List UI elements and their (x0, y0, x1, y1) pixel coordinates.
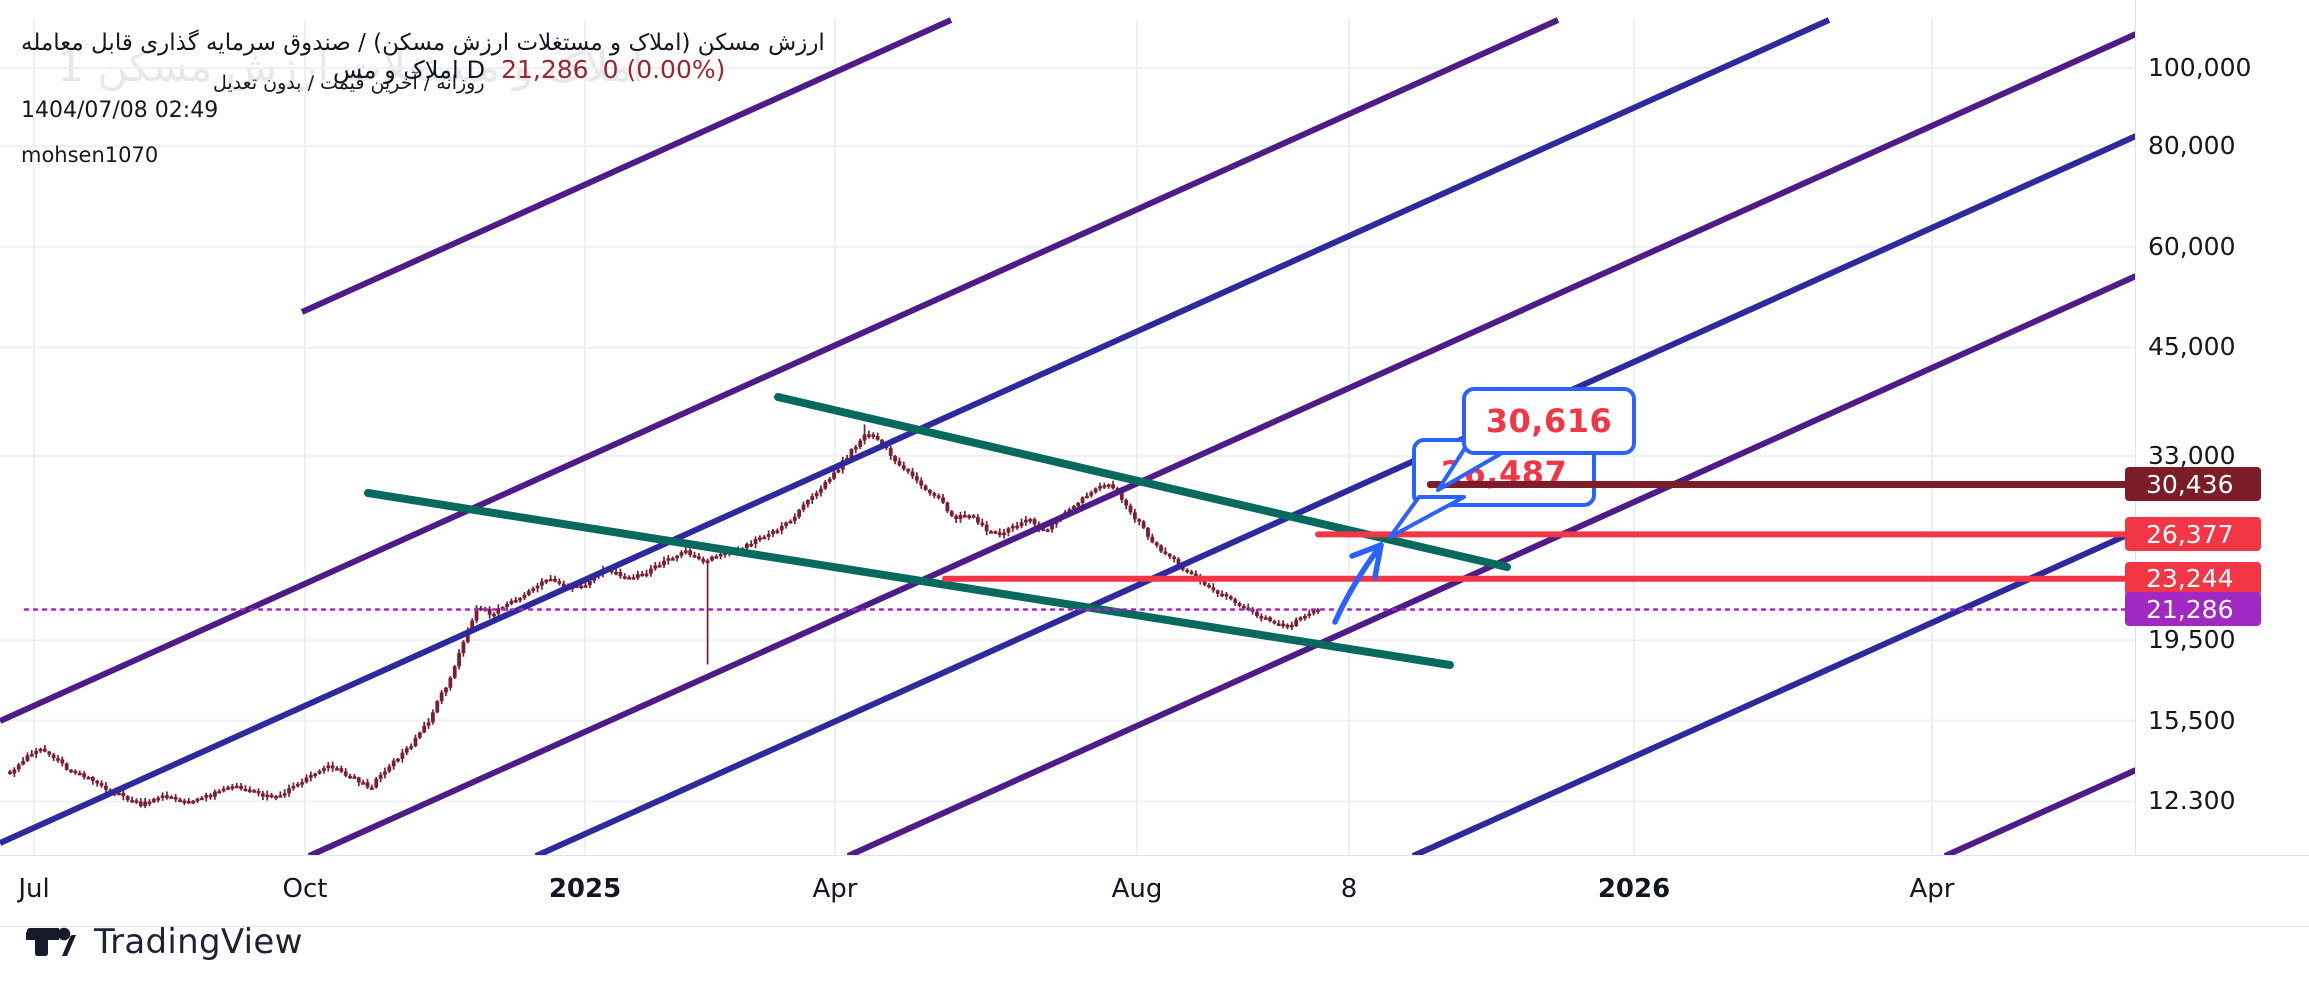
axis-time-Aug: Aug (1111, 874, 1163, 904)
price-label-30436: 30,436 (2125, 467, 2261, 502)
axis-price-15500: 15,500 (2148, 705, 2236, 735)
callout-tail-1 (1388, 495, 1466, 539)
axis-price-33000: 33,000 (2148, 441, 2236, 471)
navy-ray-3 (1411, 528, 2138, 859)
tradingview-branding[interactable]: TradingView (26, 922, 303, 962)
price-change-value: 0 (0.00%) (602, 55, 726, 84)
symbol-name: املاک و مس (333, 56, 459, 84)
author-username: mohsen1070 (21, 143, 159, 167)
axis-time-2026: 2026 (1597, 874, 1671, 904)
instrument-title: ارزش مسکن (املاک و مستغلات ارزش مسکن) / … (21, 30, 825, 56)
price-callout-30616[interactable]: 30,616 (1462, 387, 1636, 455)
price-axis[interactable]: 100,000 80,000 60,000 45,000 33,000 30,436 26,… (2125, 0, 2309, 925)
resistance-line-30436[interactable] (1427, 480, 2136, 488)
price-label-23244: 23,244 (2125, 561, 2261, 596)
axis-price-45000: 45,000 (2148, 332, 2236, 362)
axis-price-19500: 19,500 (2148, 625, 2236, 655)
axis-price-12300: 12.300 (2148, 786, 2236, 816)
axis-time-Oct: Oct (282, 874, 328, 904)
navy-ray-2 (534, 133, 2138, 859)
grid-layer (0, 20, 2136, 855)
axis-price-60000: 60,000 (2148, 231, 2236, 261)
price-label-21286: 21,286 (2125, 592, 2261, 627)
hand-drawn-arrow[interactable] (1372, 542, 1384, 580)
teal-wedge-top (774, 393, 1511, 571)
purple-ray-1 (300, 17, 953, 315)
axis-time-2025: 2025 (548, 874, 622, 904)
last-price-value: 21,286 (501, 55, 589, 84)
time-axis[interactable]: Jul Oct 2025 Apr Aug 8 2026 Apr (0, 855, 2309, 927)
timeframe-label: D (466, 56, 486, 84)
price-callout-30616-text: 30,616 (1485, 402, 1613, 440)
purple-ray-5 (1943, 767, 2138, 859)
axis-time-Apr: Apr (812, 874, 858, 904)
axis-price-100000: 100,000 (2148, 53, 2252, 82)
teal-wedge-bot (364, 489, 1454, 669)
purple-ray-2 (0, 17, 1560, 724)
hand-drawn-arrow[interactable] (1332, 542, 1384, 625)
axis-time-8: 8 (1340, 874, 1358, 904)
symbol-quote-row[interactable]: املاک و مس D 21,286 0 (0.00%) (333, 55, 725, 84)
axis-time-Apr: Apr (1909, 874, 1955, 904)
axis-price-80000: 80,000 (2148, 131, 2236, 161)
hand-drawn-arrow[interactable] (1349, 542, 1384, 559)
price-label-26377: 26,377 (2125, 517, 2261, 552)
trendlines-layer[interactable] (0, 17, 2138, 859)
purple-ray-3 (307, 31, 2138, 859)
tradingview-logo-icon (26, 927, 76, 956)
chart-settings-subtitle: روزانه / آخرین قیمت / بدون تعدیل (213, 72, 485, 94)
symbol-watermark: املاک و مستغلات ارزش مسکن 1 (57, 42, 644, 91)
tradingview-logo-text: TradingView (94, 922, 303, 962)
snapshot-datetime: 1404/07/08 02:49 (21, 98, 219, 123)
axis-time-Jul: Jul (18, 874, 50, 904)
